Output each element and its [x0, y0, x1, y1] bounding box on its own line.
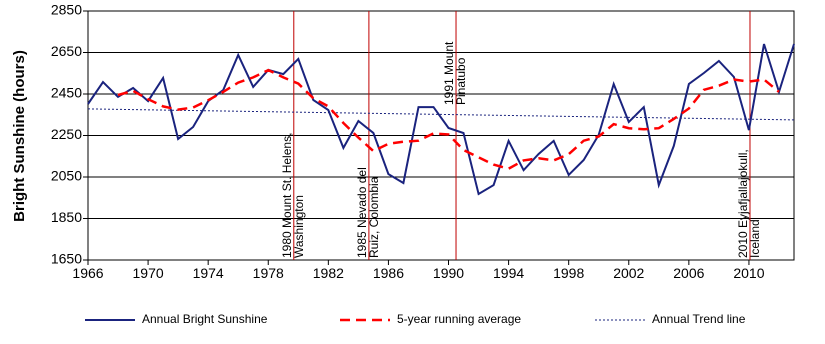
x-tick-label: 2002 — [613, 265, 644, 281]
y-tick-label: 2450 — [51, 85, 82, 101]
y-tick-label: 2050 — [51, 168, 82, 184]
x-tick-label: 1970 — [133, 265, 164, 281]
annotation-text: Ruiz, Colombia — [367, 176, 381, 258]
x-tick-label: 1966 — [72, 265, 103, 281]
x-tick-label: 1978 — [253, 265, 284, 281]
y-tick-label: 2850 — [51, 2, 82, 18]
annotation-text: 1985 Nevado del — [355, 167, 369, 258]
annotation-text: 2010 Eyjafjallajokull, — [736, 149, 750, 258]
x-tick-label: 1974 — [193, 265, 224, 281]
y-tick-label: 2250 — [51, 126, 82, 142]
annotation-text: 1980 Mount St. Helens, — [280, 133, 294, 258]
legend-label: Annual Trend line — [652, 312, 746, 326]
x-tick-label: 2010 — [733, 265, 764, 281]
x-tick-label: 1994 — [493, 265, 524, 281]
annotation-text: Iceland — [748, 219, 762, 258]
annotation-text: Pinatubo — [454, 57, 468, 105]
x-tick-label: 1990 — [433, 265, 464, 281]
y-tick-label: 1650 — [51, 251, 82, 267]
y-tick-label: 1850 — [51, 209, 82, 225]
y-tick-label: 2650 — [51, 43, 82, 59]
legend-label: Annual Bright Sunshine — [142, 312, 268, 326]
series-line — [87, 43, 795, 196]
legend-label: 5-year running average — [397, 312, 521, 326]
y-axis-title: Bright Sunshine (hours) — [11, 50, 28, 222]
x-tick-label: 1998 — [553, 265, 584, 281]
annotation-text: 1991 Mount — [442, 41, 456, 105]
series-line — [117, 68, 780, 171]
x-tick-label: 2006 — [673, 265, 704, 281]
x-tick-label: 1986 — [373, 265, 404, 281]
x-tick-label: 1982 — [313, 265, 344, 281]
annotation-text: Washington — [292, 195, 306, 258]
plot-frame — [87, 10, 795, 261]
